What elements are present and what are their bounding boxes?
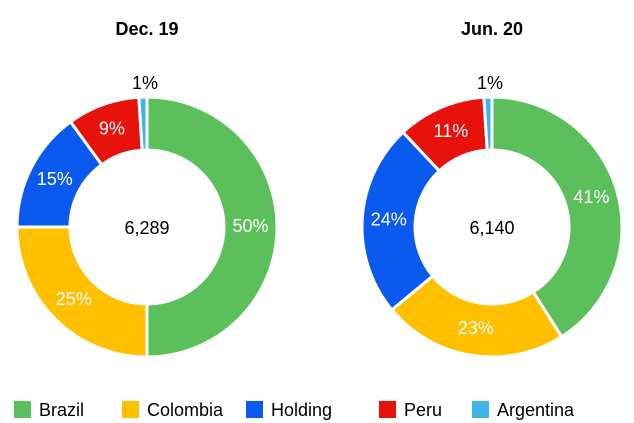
slice	[360, 130, 442, 312]
center-total: 6,140	[469, 218, 514, 238]
data-label: 1%	[132, 73, 158, 93]
legend-label: Argentina	[497, 400, 575, 420]
legend-label: Brazil	[39, 400, 84, 420]
legend-label: Holding	[271, 400, 332, 420]
data-label: 15%	[37, 169, 73, 189]
legend-swatch	[379, 401, 396, 418]
slice	[15, 225, 149, 359]
data-label: 41%	[573, 187, 609, 207]
slice	[490, 95, 624, 339]
chart-title: Jun. 20	[461, 19, 523, 39]
legend-swatch	[472, 401, 489, 418]
legend-swatch	[122, 401, 139, 418]
legend-label: Colombia	[147, 400, 224, 420]
data-label: 9%	[99, 118, 125, 138]
legend-swatch	[14, 401, 31, 418]
data-label: 11%	[434, 121, 469, 141]
data-label: 23%	[458, 318, 494, 338]
legend-label: Peru	[404, 400, 442, 420]
slice	[137, 95, 149, 152]
legend-swatch	[246, 401, 263, 418]
data-label: 25%	[56, 289, 92, 309]
data-label: 24%	[371, 209, 407, 229]
slice	[145, 95, 279, 359]
slice	[482, 95, 494, 152]
center-total: 6,289	[124, 218, 169, 238]
chart-title: Dec. 19	[115, 19, 178, 39]
data-label: 1%	[477, 73, 503, 93]
data-label: 50%	[232, 216, 268, 236]
